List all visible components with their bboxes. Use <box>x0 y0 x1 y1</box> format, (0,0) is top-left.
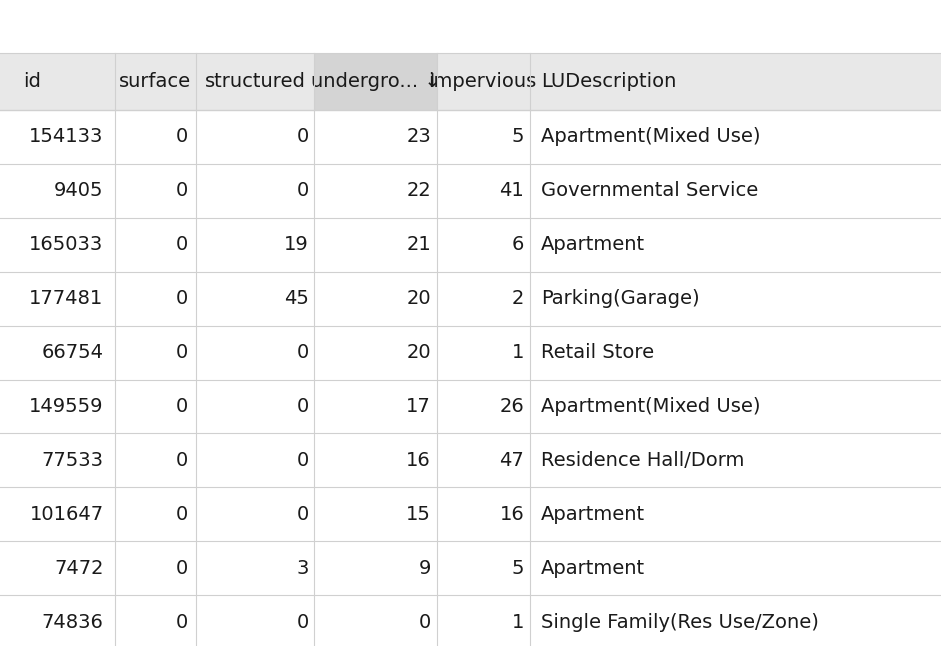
Text: undergro... ↓: undergro... ↓ <box>311 72 440 91</box>
Text: surface: surface <box>120 72 191 91</box>
Bar <box>314 53 437 110</box>
Text: 77533: 77533 <box>41 451 104 470</box>
Text: 47: 47 <box>500 451 524 470</box>
Text: LUDescription: LUDescription <box>541 72 677 91</box>
Bar <box>0 110 941 163</box>
Text: 45: 45 <box>284 289 309 308</box>
Text: 5: 5 <box>512 127 524 146</box>
Text: 66754: 66754 <box>41 343 104 362</box>
Text: 19: 19 <box>284 235 309 254</box>
Text: 3: 3 <box>296 559 309 578</box>
Text: 0: 0 <box>296 127 309 146</box>
Text: Single Family(Res Use/Zone): Single Family(Res Use/Zone) <box>541 613 819 632</box>
Text: 21: 21 <box>407 235 431 254</box>
Bar <box>0 271 941 326</box>
Bar <box>0 163 941 218</box>
Text: Residence Hall/Dorm: Residence Hall/Dorm <box>541 451 744 470</box>
Bar <box>0 218 941 271</box>
Text: id: id <box>24 72 41 91</box>
Bar <box>0 379 941 433</box>
Text: 0: 0 <box>176 613 188 632</box>
Text: 0: 0 <box>176 289 188 308</box>
Text: Apartment(Mixed Use): Apartment(Mixed Use) <box>541 127 760 146</box>
Text: 101647: 101647 <box>29 505 104 524</box>
Text: 0: 0 <box>176 182 188 200</box>
Text: 0: 0 <box>176 127 188 146</box>
Text: 16: 16 <box>500 505 524 524</box>
Text: 149559: 149559 <box>29 397 104 416</box>
Text: Apartment: Apartment <box>541 559 646 578</box>
Bar <box>0 326 941 379</box>
Bar <box>0 541 941 596</box>
Text: 17: 17 <box>407 397 431 416</box>
Text: Governmental Service: Governmental Service <box>541 182 758 200</box>
Text: 0: 0 <box>176 505 188 524</box>
Text: Retail Store: Retail Store <box>541 343 654 362</box>
Text: 20: 20 <box>407 289 431 308</box>
Text: 2: 2 <box>512 289 524 308</box>
Text: Apartment(Mixed Use): Apartment(Mixed Use) <box>541 397 760 416</box>
Text: Parking(Garage): Parking(Garage) <box>541 289 700 308</box>
Text: 0: 0 <box>176 451 188 470</box>
Text: 0: 0 <box>296 613 309 632</box>
Text: 0: 0 <box>176 343 188 362</box>
Text: 165033: 165033 <box>29 235 104 254</box>
Text: 9: 9 <box>419 559 431 578</box>
Text: 177481: 177481 <box>29 289 104 308</box>
Text: 0: 0 <box>296 397 309 416</box>
Text: Apartment: Apartment <box>541 505 646 524</box>
Text: 7472: 7472 <box>54 559 104 578</box>
Text: 9405: 9405 <box>54 182 104 200</box>
Text: 16: 16 <box>407 451 431 470</box>
Text: 0: 0 <box>176 235 188 254</box>
Text: 1: 1 <box>512 613 524 632</box>
Text: 41: 41 <box>500 182 524 200</box>
Text: 26: 26 <box>500 397 524 416</box>
Text: 0: 0 <box>176 559 188 578</box>
Text: 22: 22 <box>407 182 431 200</box>
Text: 6: 6 <box>512 235 524 254</box>
Text: structured: structured <box>204 72 306 91</box>
Text: 20: 20 <box>407 343 431 362</box>
Text: 0: 0 <box>419 613 431 632</box>
Text: 0: 0 <box>296 451 309 470</box>
Text: 74836: 74836 <box>41 613 104 632</box>
Bar <box>0 53 941 110</box>
Text: 1: 1 <box>512 343 524 362</box>
Bar <box>0 433 941 487</box>
Text: Apartment: Apartment <box>541 235 646 254</box>
Text: 154133: 154133 <box>29 127 104 146</box>
Bar <box>0 487 941 541</box>
Text: 0: 0 <box>296 343 309 362</box>
Text: 0: 0 <box>176 397 188 416</box>
Text: 23: 23 <box>407 127 431 146</box>
Text: impervious: impervious <box>428 72 537 91</box>
Text: 0: 0 <box>296 505 309 524</box>
Text: 5: 5 <box>512 559 524 578</box>
Text: 0: 0 <box>296 182 309 200</box>
Text: 15: 15 <box>407 505 431 524</box>
Bar <box>0 596 941 646</box>
